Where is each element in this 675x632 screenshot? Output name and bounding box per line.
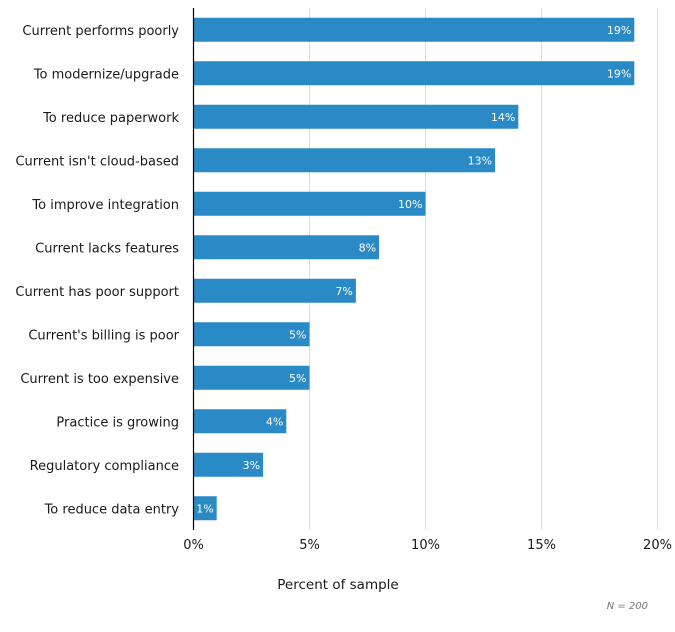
x-tick-label: 15%	[527, 538, 556, 553]
data-label: 8%	[359, 241, 376, 254]
data-label: 14%	[491, 111, 515, 124]
data-label: 3%	[243, 459, 260, 472]
category-label: Current lacks features	[35, 241, 179, 256]
data-label: 4%	[266, 415, 283, 428]
category-label: Practice is growing	[56, 415, 179, 430]
sample-size-note: N = 200	[607, 601, 648, 612]
x-tick-labels: 0% 5% 10% 15% 20%	[183, 538, 672, 553]
category-label: To reduce paperwork	[42, 111, 179, 126]
category-label: To improve integration	[31, 198, 179, 213]
category-label: To modernize/upgrade	[33, 67, 179, 82]
data-label: 5%	[289, 372, 306, 385]
data-label: 5%	[289, 328, 306, 341]
category-label: Current performs poorly	[22, 24, 179, 39]
bar	[193, 322, 310, 347]
category-label: Current is too expensive	[20, 372, 179, 387]
bar	[193, 191, 426, 216]
x-tick-label: 10%	[411, 538, 440, 553]
data-label: 19%	[607, 67, 631, 80]
category-label: Regulatory compliance	[30, 459, 179, 474]
category-label: To reduce data entry	[44, 502, 180, 517]
data-label: 19%	[607, 24, 631, 37]
bar	[193, 61, 635, 86]
data-label: 13%	[468, 154, 492, 167]
bar	[193, 278, 356, 303]
x-tick-label: 20%	[643, 538, 672, 553]
x-tick-label: 5%	[299, 538, 320, 553]
category-label: Current has poor support	[15, 285, 179, 300]
bar	[193, 496, 217, 521]
bar	[193, 148, 496, 173]
bar	[193, 17, 635, 42]
category-label: Current's billing is poor	[28, 328, 179, 343]
x-axis-label: Percent of sample	[277, 577, 398, 593]
x-tick-label: 0%	[183, 538, 204, 553]
data-label: 1%	[196, 502, 213, 515]
bar	[193, 452, 264, 477]
bar	[193, 104, 519, 129]
category-labels: Current performs poorly To modernize/upgr…	[15, 24, 179, 518]
data-label: 7%	[335, 285, 352, 298]
bars: 19% 19% 14% 13% 10% 8% 7% 5% 5% 4% 3% 1%	[193, 17, 635, 521]
data-label: 10%	[398, 198, 422, 211]
bar	[193, 365, 310, 390]
bar	[193, 235, 380, 260]
category-label: Current isn't cloud-based	[15, 154, 179, 169]
bar	[193, 409, 287, 434]
gridlines	[309, 8, 658, 530]
